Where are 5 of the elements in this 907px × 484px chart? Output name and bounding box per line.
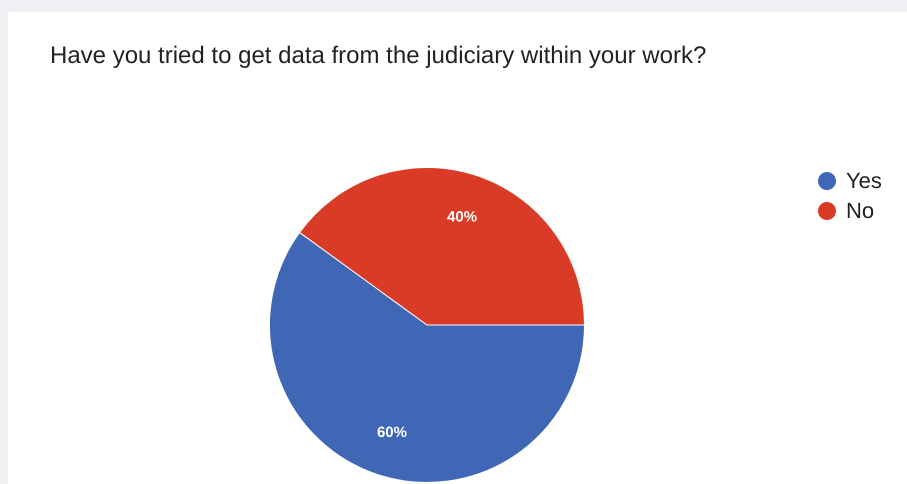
legend-label: No [846,198,874,224]
data-label: 40% [447,208,478,226]
chart-title: Have you tried to get data from the judiciary within your work? [50,42,706,70]
legend-label: Yes [846,168,882,194]
data-label: 60% [376,424,407,441]
